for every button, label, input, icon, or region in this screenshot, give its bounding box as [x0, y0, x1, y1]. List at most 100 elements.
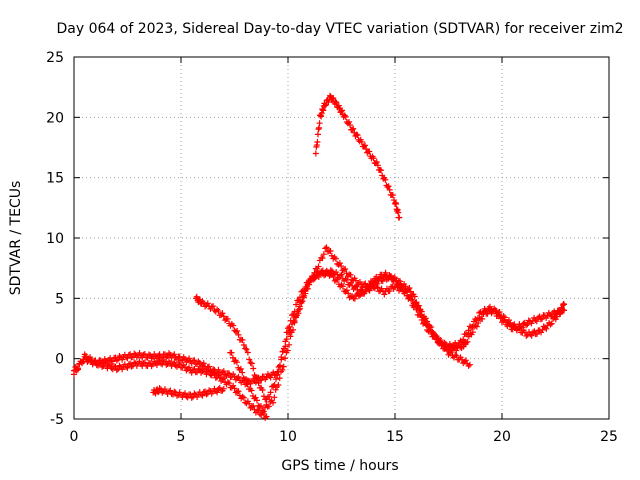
data-point — [279, 366, 286, 373]
data-point — [156, 385, 163, 392]
data-point — [422, 317, 429, 324]
data-point — [219, 376, 226, 383]
data-point — [370, 155, 377, 162]
data-point — [128, 363, 135, 370]
data-point — [342, 266, 349, 273]
x-tick-label: 0 — [70, 429, 79, 445]
data-point — [113, 357, 120, 364]
data-point — [250, 365, 257, 372]
y-tick-label: 15 — [46, 171, 64, 187]
data-point — [453, 347, 460, 354]
data-point — [261, 404, 268, 411]
data-point — [252, 379, 259, 386]
series-s7 — [312, 92, 403, 221]
data-point — [389, 192, 396, 199]
data-point — [230, 382, 237, 389]
data-point — [259, 407, 266, 414]
data-point — [324, 248, 331, 255]
data-point — [171, 351, 178, 358]
data-point — [322, 245, 329, 252]
data-point — [191, 390, 198, 397]
data-point — [73, 367, 80, 374]
data-point — [287, 317, 294, 324]
data-point — [463, 339, 470, 346]
data-point — [232, 328, 239, 335]
data-point — [116, 362, 123, 369]
data-point — [446, 350, 453, 357]
data-point — [191, 357, 198, 364]
data-point — [163, 361, 170, 368]
data-point — [338, 263, 345, 270]
data-point — [547, 321, 554, 328]
data-point — [347, 122, 354, 129]
data-point — [287, 333, 294, 340]
y-axis-ticks: -5 0 5 10 15 20 25 — [46, 50, 609, 428]
data-point — [548, 320, 555, 327]
data-point — [242, 345, 249, 352]
x-tick-label: 15 — [386, 429, 404, 445]
data-point — [233, 359, 240, 366]
data-point — [308, 275, 315, 282]
data-point — [406, 285, 413, 292]
data-point — [438, 342, 445, 349]
series-s5 — [227, 244, 469, 415]
data-point — [124, 355, 131, 362]
data-point — [312, 150, 319, 157]
data-point — [332, 255, 339, 262]
data-point — [246, 356, 253, 363]
data-point — [182, 355, 189, 362]
data-point — [71, 371, 77, 378]
data-point — [340, 266, 347, 273]
data-point — [113, 367, 120, 374]
y-tick-label: 10 — [46, 231, 64, 247]
data-point — [539, 315, 546, 322]
data-point — [304, 285, 311, 292]
data-point — [299, 298, 306, 305]
data-point — [236, 366, 243, 373]
data-point — [243, 376, 250, 383]
data-point — [255, 380, 262, 387]
data-point — [276, 375, 283, 382]
data-point — [171, 388, 178, 395]
data-point — [462, 357, 469, 364]
data-point — [244, 349, 251, 356]
data-point — [362, 142, 369, 149]
grid — [74, 57, 609, 419]
y-tick-label: -5 — [50, 412, 64, 428]
data-point — [347, 271, 354, 278]
data-point — [161, 386, 168, 393]
data-point — [87, 354, 94, 361]
data-point — [465, 362, 472, 369]
data-point — [330, 94, 337, 101]
data-point — [266, 403, 273, 410]
data-point — [262, 414, 269, 421]
data-point — [321, 272, 328, 279]
data-point — [296, 303, 303, 310]
data-point — [226, 380, 233, 387]
data-point — [373, 158, 380, 165]
data-point — [345, 290, 352, 297]
data-point — [391, 274, 398, 281]
data-point — [374, 162, 381, 169]
data-point — [206, 363, 213, 370]
data-point — [319, 255, 326, 262]
data-point — [339, 267, 346, 274]
data-point — [235, 331, 242, 338]
data-point — [199, 392, 206, 399]
data-point — [464, 338, 471, 345]
data-point — [242, 399, 249, 406]
data-point — [293, 301, 300, 308]
data-point — [285, 325, 291, 332]
data-point — [358, 138, 365, 145]
data-point — [119, 366, 126, 373]
data-point — [163, 354, 170, 361]
data-point — [410, 303, 417, 310]
data-point — [385, 183, 392, 190]
data-point — [231, 327, 238, 334]
data-point — [343, 287, 350, 294]
data-point — [220, 368, 227, 375]
data-point — [408, 296, 415, 303]
data-point — [343, 277, 350, 284]
data-point — [449, 346, 456, 353]
data-point — [323, 267, 330, 274]
